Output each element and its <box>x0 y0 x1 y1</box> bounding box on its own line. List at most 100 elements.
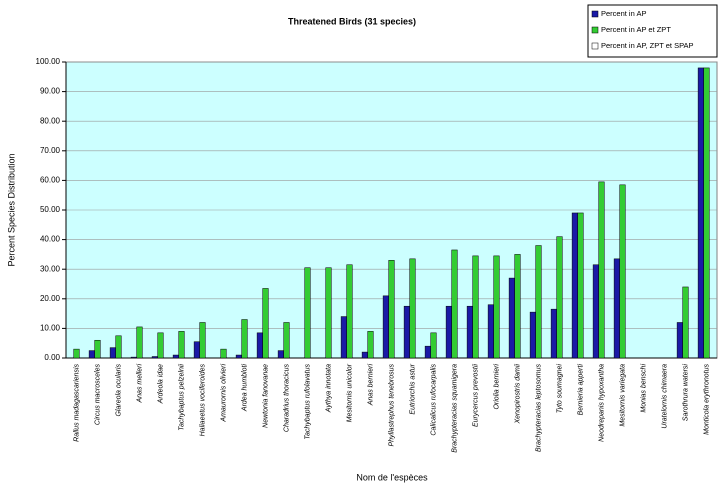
bar <box>529 311 536 359</box>
bar <box>403 305 410 359</box>
x-tick-label: Haliaeetus vociferoides <box>199 364 206 437</box>
bar <box>88 350 95 359</box>
bar <box>451 249 458 359</box>
bar <box>199 322 206 359</box>
bar <box>283 322 290 359</box>
y-tick-label: 10.00 <box>40 324 61 333</box>
x-tick-label: Tachybaptus rufolavatus <box>304 364 311 440</box>
bar <box>325 267 332 359</box>
x-tick-label: Monticola erythronotus <box>703 364 710 435</box>
legend-label: Percent in AP, ZPT et SPAP <box>601 41 694 50</box>
x-tick-label: Newtonia fanovanae <box>262 364 269 428</box>
legend-swatch <box>591 10 599 18</box>
legend-label: Percent in AP et ZPT <box>601 25 671 34</box>
x-tick-label: Anas bernieri <box>367 364 374 407</box>
bar <box>361 351 368 359</box>
bar <box>577 212 584 359</box>
legend <box>587 4 718 58</box>
bar <box>136 326 143 359</box>
bar <box>157 332 164 359</box>
x-tick-label: Brachypteracias squamigera <box>451 364 458 453</box>
x-tick-label: Ardeola idae <box>157 364 164 404</box>
x-tick-label: Charadrius thoracicus <box>283 364 290 433</box>
bar <box>445 305 452 359</box>
bar <box>613 258 620 359</box>
y-tick-label: 20.00 <box>40 294 61 303</box>
x-tick-label: Mesitornis variegata <box>619 364 626 427</box>
y-tick-label: 30.00 <box>40 264 61 273</box>
bar <box>304 267 311 359</box>
x-tick-label: Aythya innotata <box>325 364 332 413</box>
bar <box>430 332 437 359</box>
y-tick-label: 90.00 <box>40 87 61 96</box>
legend-label: Percent in AP <box>601 9 646 18</box>
x-tick-label: Brachypteracias leptosomus <box>535 364 542 452</box>
bar <box>367 331 374 359</box>
x-tick-label: Neodrepanis hypoxantha <box>598 364 605 442</box>
bar <box>676 322 683 359</box>
bar <box>619 184 626 359</box>
legend-swatch <box>591 26 599 34</box>
bar <box>409 258 416 359</box>
bar <box>514 254 521 359</box>
bar <box>592 264 599 359</box>
bar <box>598 181 605 359</box>
bar <box>115 335 122 359</box>
x-tick-label: Oriolia bernieri <box>493 364 500 410</box>
bar <box>172 354 179 359</box>
x-tick-label: Tachybaptus pelzelnii <box>178 364 185 431</box>
x-axis-label: Nom de l'espèces <box>356 472 428 482</box>
x-tick-label: Tyto soumagnei <box>556 364 563 414</box>
chart-title: Threatened Birds (31 species) <box>288 16 416 26</box>
x-tick-label: Uratelornis chimaera <box>661 364 668 429</box>
bar <box>262 288 269 359</box>
x-tick-label: Eurycercus prevostii <box>472 364 479 427</box>
bar <box>556 236 563 359</box>
bar <box>703 67 710 359</box>
x-tick-label: Mesitornis unicolor <box>346 363 353 422</box>
bar <box>73 348 80 359</box>
bar <box>94 339 101 359</box>
bar <box>241 319 248 359</box>
bar <box>256 332 263 359</box>
y-tick-label: 100.00 <box>36 57 61 66</box>
x-tick-label: Ardea humbloti <box>241 364 248 413</box>
bar <box>178 331 185 359</box>
bar <box>550 308 557 359</box>
bar <box>277 350 284 359</box>
x-tick-label: Eutriorchis astur <box>409 363 416 414</box>
bar <box>508 277 515 359</box>
x-tick-label: Amaurornis olivieri <box>220 364 227 423</box>
legend-swatch <box>591 42 599 50</box>
x-tick-label: Bernieria apperti <box>577 364 584 416</box>
y-axis-label: Percent Species Distribution <box>6 153 16 266</box>
bar <box>388 260 395 359</box>
x-tick-label: Circus macrosceles <box>94 364 101 426</box>
bar <box>109 347 116 359</box>
y-tick-label: 80.00 <box>40 116 61 125</box>
bar <box>487 304 494 359</box>
bar <box>382 295 389 359</box>
bar <box>466 305 473 359</box>
bar <box>697 67 704 359</box>
bar <box>493 255 500 359</box>
y-tick-label: 60.00 <box>40 176 61 185</box>
bar <box>535 245 542 359</box>
x-tick-label: Anas melleri <box>136 364 143 404</box>
y-tick-label: 40.00 <box>40 235 61 244</box>
bar <box>151 356 158 359</box>
x-tick-label: Sarothrura watersi <box>682 364 689 422</box>
bar <box>472 255 479 359</box>
x-tick-label: Phyllastrephus tenebrosus <box>388 364 395 447</box>
bar <box>424 345 431 359</box>
bar <box>682 286 689 359</box>
bar <box>235 354 242 359</box>
bar <box>346 264 353 359</box>
y-tick-label: 0.00 <box>44 353 60 362</box>
y-tick-label: 70.00 <box>40 146 61 155</box>
x-tick-label: Xenopirostris damii <box>514 364 521 425</box>
y-tick-label: 50.00 <box>40 205 61 214</box>
x-tick-label: Rallus madagascariensis <box>73 364 80 442</box>
bar <box>220 348 227 359</box>
